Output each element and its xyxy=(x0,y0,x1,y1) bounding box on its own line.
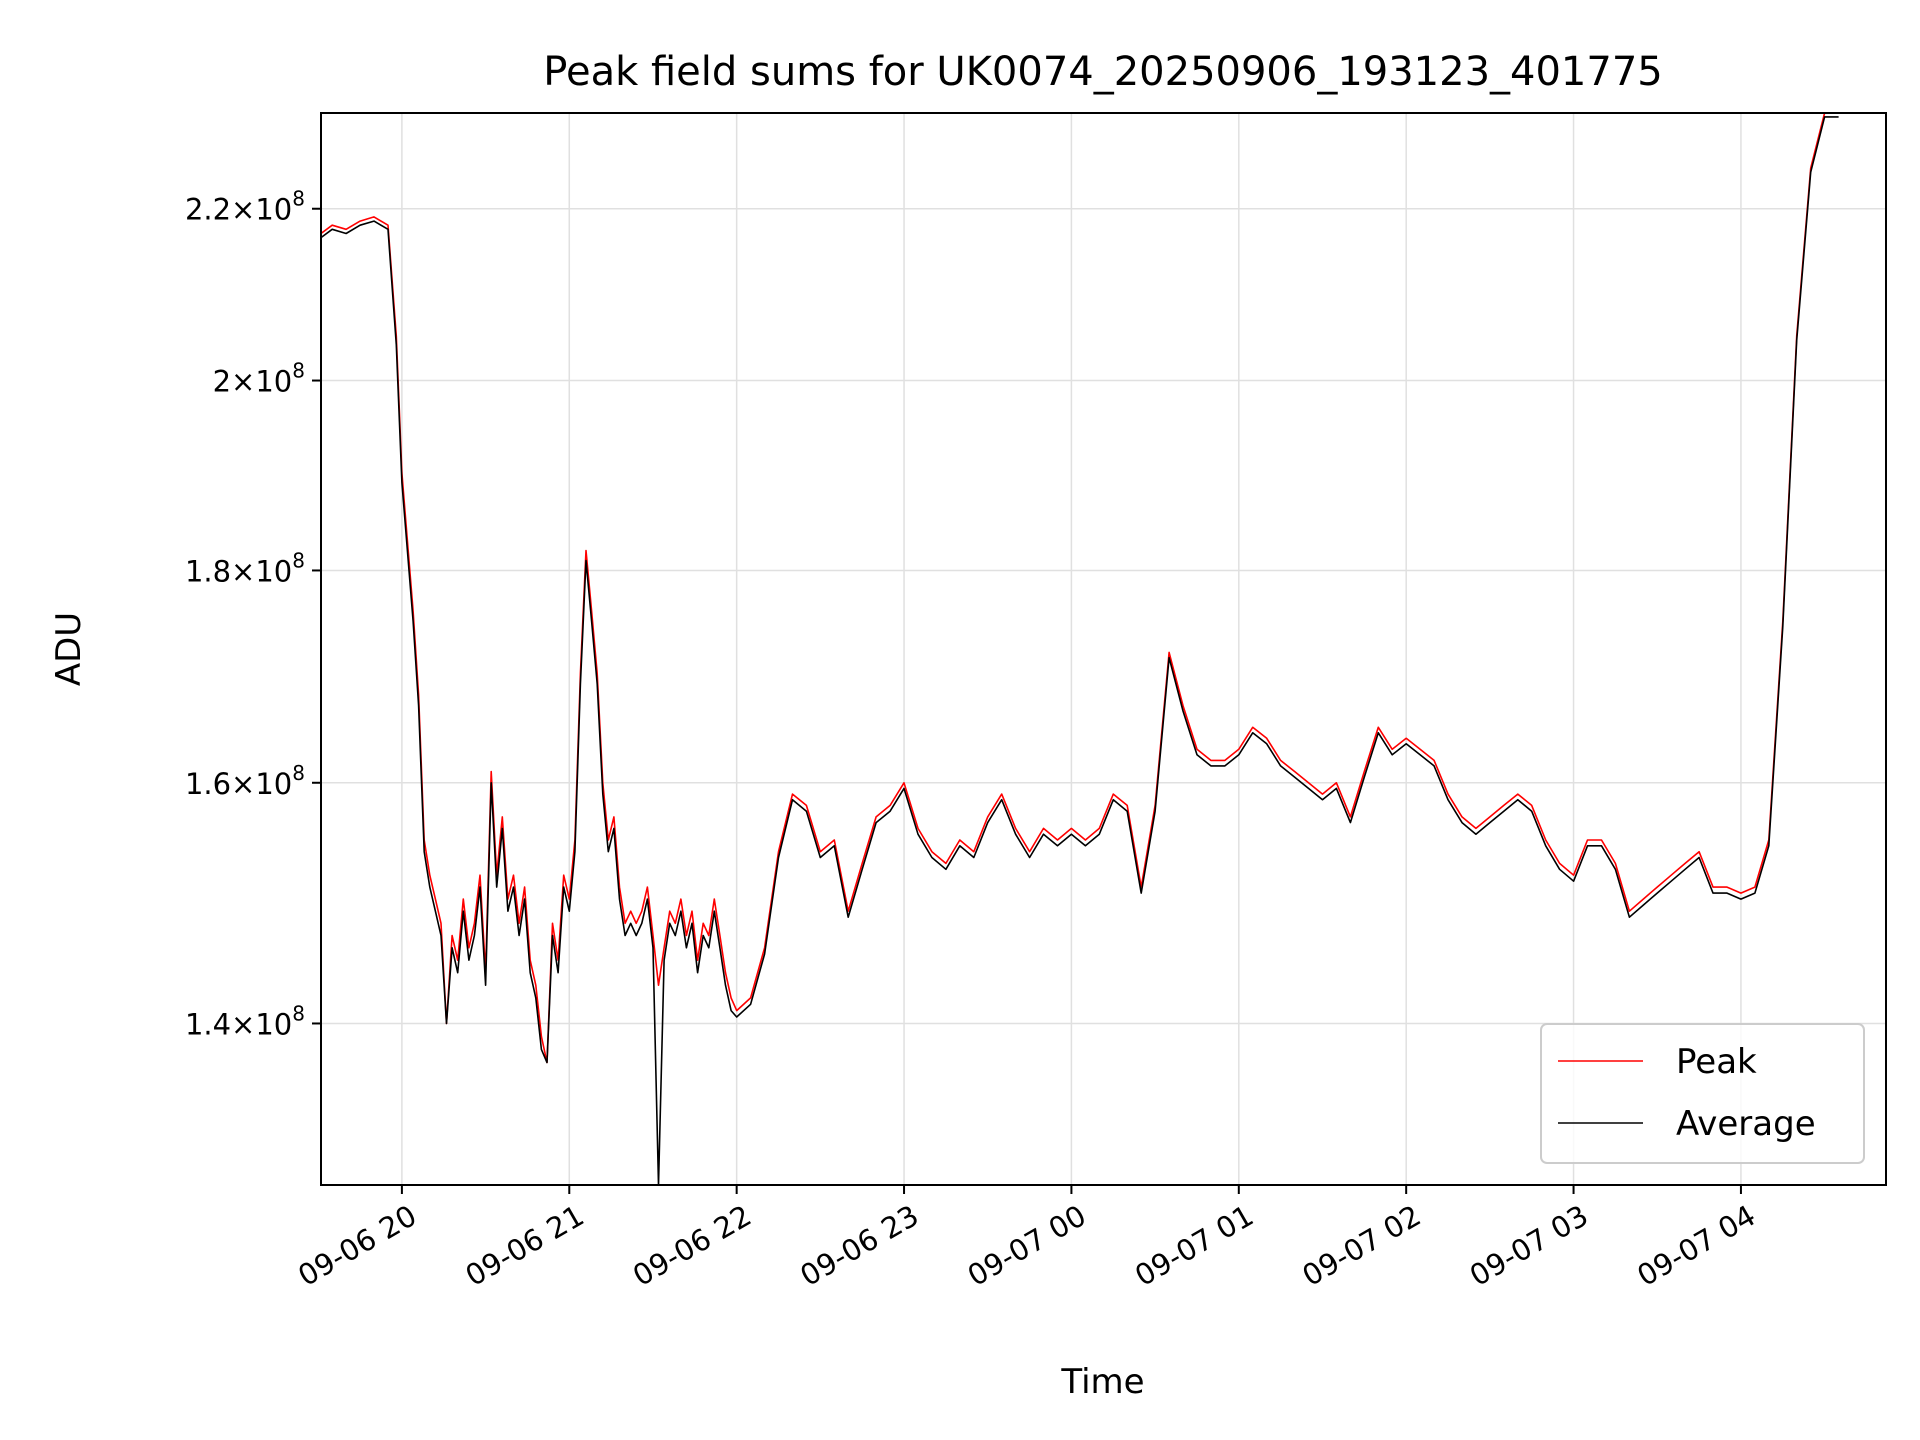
chart-title: Peak field sums for UK0074_20250906_1931… xyxy=(543,49,1662,95)
plot-frame xyxy=(320,112,1887,1186)
legend-label-peak: Peak xyxy=(1676,1042,1757,1082)
legend-label-average: Average xyxy=(1676,1104,1816,1144)
series-lines xyxy=(321,113,1839,1185)
legend-box xyxy=(1540,1023,1865,1164)
y-axis-title: ADU xyxy=(49,612,89,686)
legend: Peak Average xyxy=(1540,1023,1865,1164)
series-line-average xyxy=(321,116,1839,1185)
y-tick-label: 1.6×108 xyxy=(185,761,305,801)
y-tick-label: 1.8×108 xyxy=(185,548,305,588)
y-tick-label: 2×108 xyxy=(213,359,305,399)
y-tick-label: 2.2×108 xyxy=(185,187,305,227)
y-tick-label: 1.4×108 xyxy=(185,1001,305,1041)
y-axis-ticks: 1.4×108 1.6×108 1.8×108 2×108 2.2×108 xyxy=(185,187,321,1041)
x-axis-title: Time xyxy=(1060,1362,1144,1402)
